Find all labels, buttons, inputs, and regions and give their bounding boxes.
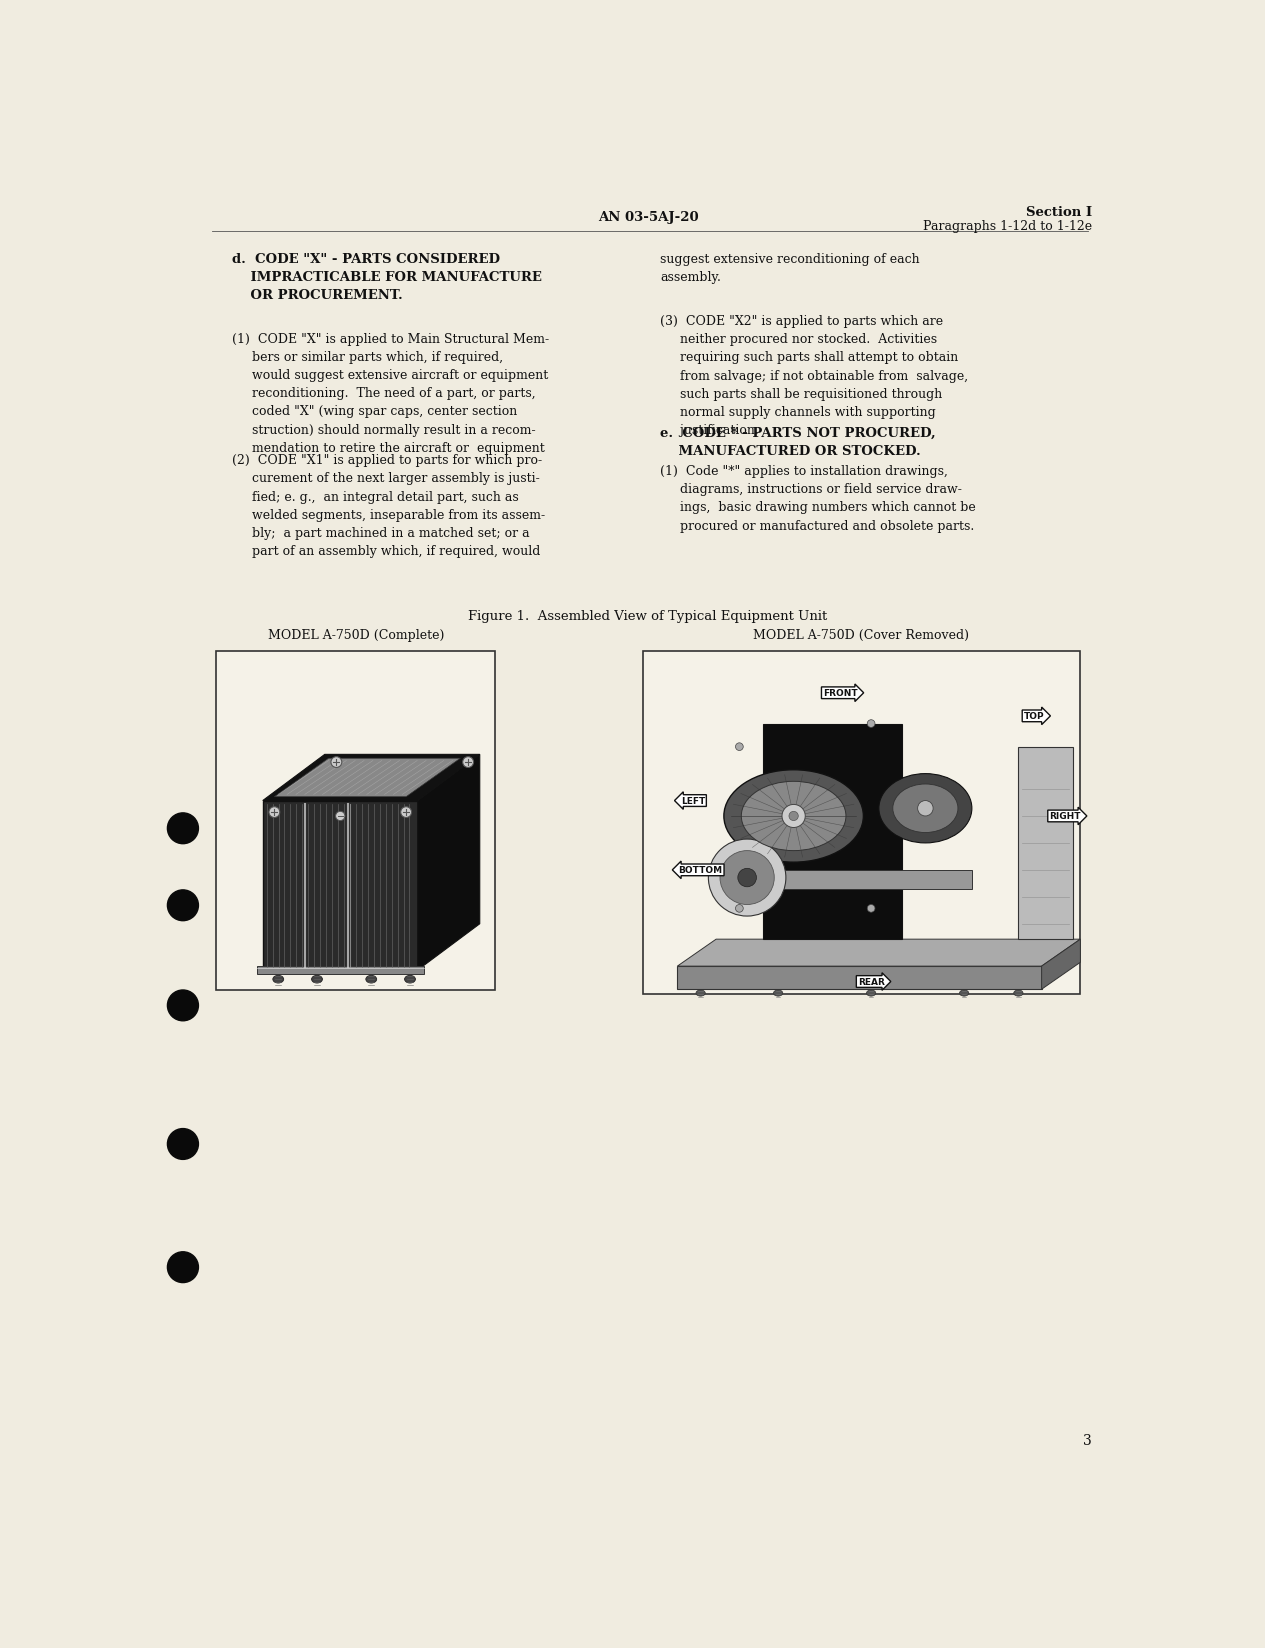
Text: RIGHT: RIGHT	[1049, 812, 1080, 821]
Ellipse shape	[867, 990, 875, 997]
Text: REAR: REAR	[858, 977, 884, 987]
Text: (1)  CODE "X" is applied to Main Structural Mem-
     bers or similar parts whic: (1) CODE "X" is applied to Main Structur…	[231, 333, 549, 455]
Circle shape	[167, 814, 199, 844]
Polygon shape	[263, 801, 417, 971]
Circle shape	[463, 756, 473, 768]
Circle shape	[708, 839, 786, 916]
Text: MODEL A-750D (Cover Removed): MODEL A-750D (Cover Removed)	[754, 628, 969, 641]
Circle shape	[269, 808, 280, 817]
Circle shape	[335, 812, 345, 821]
Circle shape	[868, 720, 875, 728]
Ellipse shape	[696, 990, 706, 997]
Ellipse shape	[741, 781, 846, 850]
Circle shape	[720, 850, 774, 905]
Text: MODEL A-750D (Complete): MODEL A-750D (Complete)	[268, 628, 444, 641]
Circle shape	[167, 1129, 199, 1160]
Text: Paragraphs 1-12d to 1-12e: Paragraphs 1-12d to 1-12e	[923, 221, 1092, 232]
Circle shape	[167, 1252, 199, 1282]
Ellipse shape	[879, 775, 972, 844]
Circle shape	[167, 990, 199, 1022]
Bar	[763, 723, 902, 939]
Text: Figure 1.  Assembled View of Typical Equipment Unit: Figure 1. Assembled View of Typical Equi…	[468, 610, 827, 623]
Polygon shape	[677, 966, 1041, 989]
Text: LEFT: LEFT	[681, 796, 705, 806]
Circle shape	[167, 890, 199, 921]
Polygon shape	[1041, 939, 1080, 989]
Circle shape	[735, 743, 744, 751]
Text: e.  CODE * - PARTS NOT PROCURED,
    MANUFACTURED OR STOCKED.: e. CODE * - PARTS NOT PROCURED, MANUFACT…	[660, 427, 936, 456]
Circle shape	[331, 756, 342, 768]
Text: (3)  CODE "X2" is applied to parts which are
     neither procured nor stocked. : (3) CODE "X2" is applied to parts which …	[660, 315, 969, 437]
Text: TOP: TOP	[1023, 712, 1044, 720]
Circle shape	[917, 801, 934, 816]
Text: suggest extensive reconditioning of each
assembly.: suggest extensive reconditioning of each…	[660, 252, 920, 283]
Text: AN 03-5AJ-20: AN 03-5AJ-20	[597, 211, 698, 224]
Circle shape	[868, 905, 875, 913]
Bar	[1018, 747, 1073, 939]
Polygon shape	[257, 966, 424, 974]
Polygon shape	[417, 755, 479, 971]
Circle shape	[737, 868, 756, 887]
Ellipse shape	[724, 770, 864, 862]
Text: Section I: Section I	[1026, 206, 1092, 219]
Text: (2)  CODE "X1" is applied to parts for which pro-
     curement of the next larg: (2) CODE "X1" is applied to parts for wh…	[231, 453, 545, 559]
Ellipse shape	[893, 784, 958, 832]
Polygon shape	[275, 758, 460, 798]
Text: FRONT: FRONT	[822, 689, 858, 697]
Ellipse shape	[405, 976, 415, 984]
Text: 3: 3	[1083, 1434, 1092, 1447]
Ellipse shape	[1013, 990, 1023, 997]
Text: BOTTOM: BOTTOM	[678, 865, 722, 875]
Text: d.  CODE "X" - PARTS CONSIDERED
    IMPRACTICABLE FOR MANUFACTURE
    OR PROCURE: d. CODE "X" - PARTS CONSIDERED IMPRACTIC…	[231, 252, 541, 302]
Circle shape	[789, 812, 798, 821]
Polygon shape	[263, 755, 479, 801]
Circle shape	[735, 905, 744, 913]
Ellipse shape	[773, 990, 783, 997]
Polygon shape	[739, 870, 972, 890]
Bar	[216, 653, 496, 990]
Polygon shape	[677, 939, 1080, 966]
Circle shape	[782, 804, 806, 827]
Ellipse shape	[959, 990, 969, 997]
Ellipse shape	[273, 976, 283, 984]
Circle shape	[401, 808, 411, 817]
Bar	[643, 653, 1080, 994]
Text: (1)  Code "*" applies to installation drawings,
     diagrams, instructions or f: (1) Code "*" applies to installation dra…	[660, 465, 977, 532]
Ellipse shape	[311, 976, 323, 984]
Ellipse shape	[366, 976, 377, 984]
